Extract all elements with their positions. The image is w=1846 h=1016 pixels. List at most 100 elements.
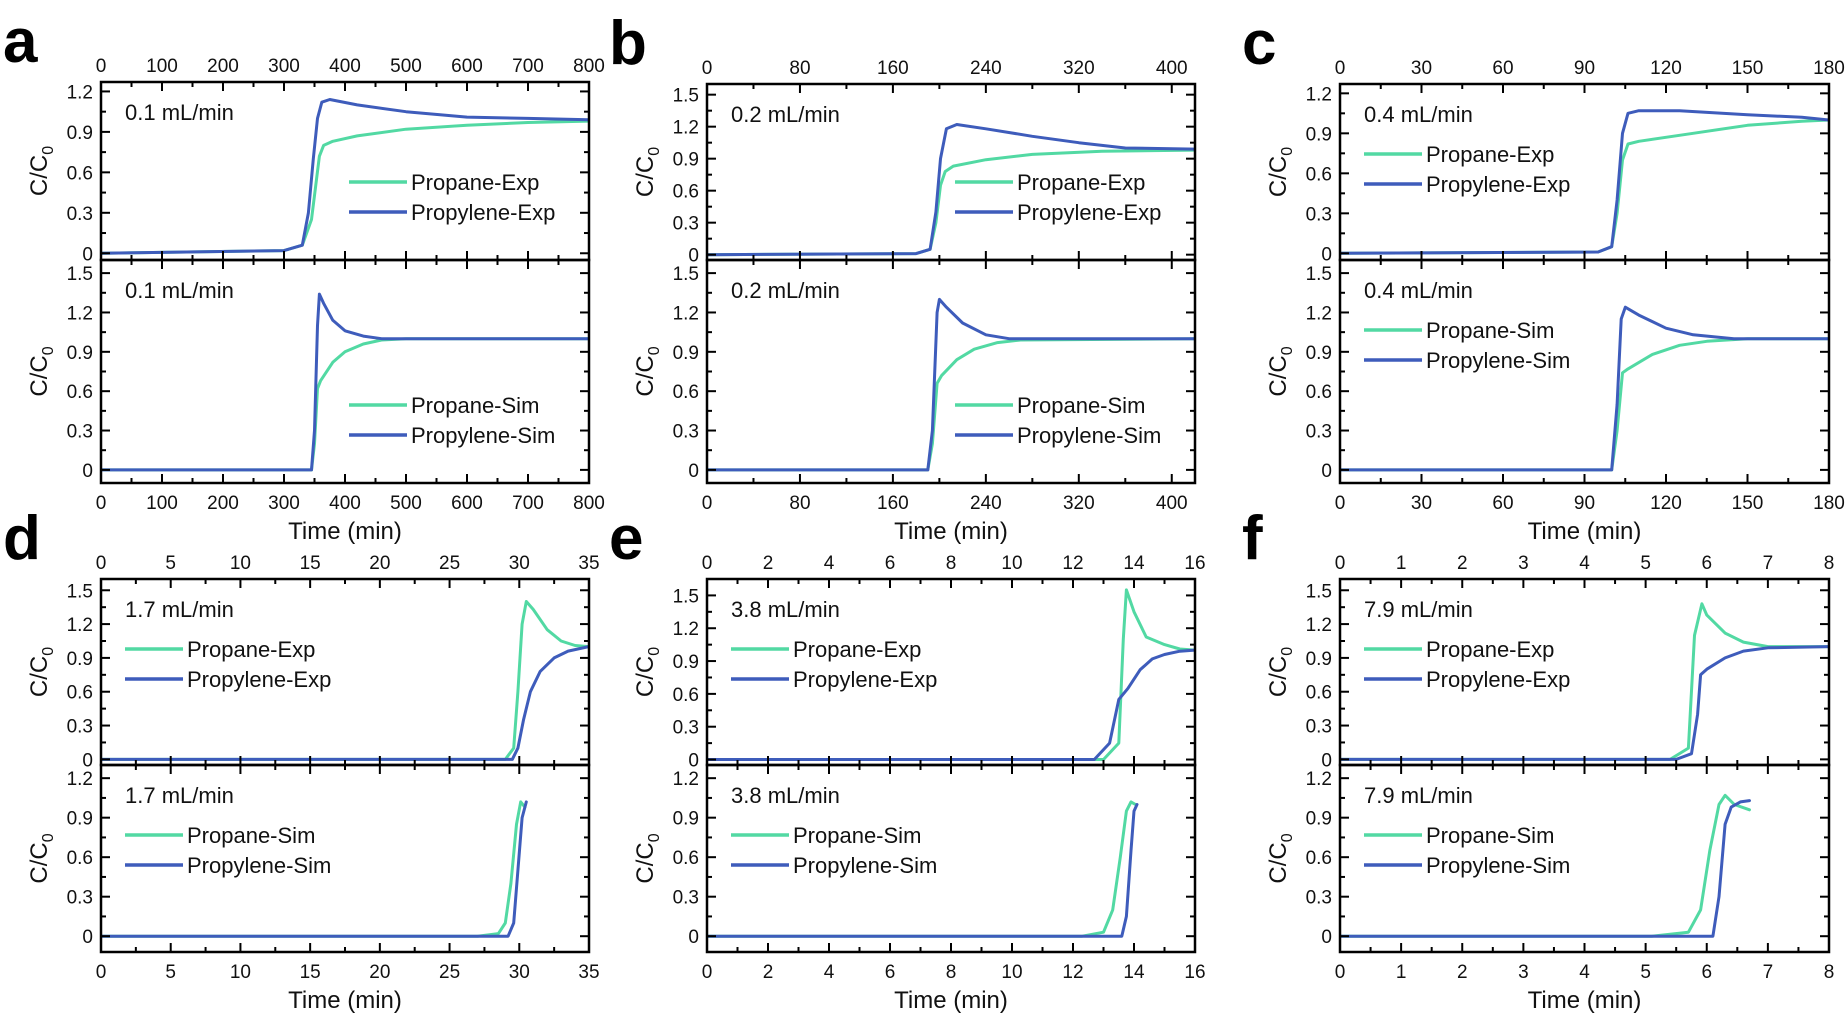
y-tick-label: 0 <box>1321 750 1332 771</box>
y-tick-label: 1.5 <box>1306 264 1332 285</box>
y-tick-label: 1.5 <box>673 264 699 285</box>
y-tick-label: 0.9 <box>67 809 93 830</box>
y-tick-label: 0 <box>688 751 699 772</box>
x-tick-label: 12 <box>1062 962 1083 983</box>
y-axis-title: C/C0 <box>1265 647 1296 697</box>
panel-e: e 0 2 4 6 8 10 12 14 16 0 2 4 6 8 10 12 14 16 Time (min) 0 0.… <box>609 504 1206 1014</box>
top-x-tick-label: 2 <box>763 553 774 574</box>
x-tick-label: 0 <box>702 962 713 983</box>
top-x-tick-label: 12 <box>1062 553 1083 574</box>
y-tick-label: 0.6 <box>67 683 93 704</box>
y-tick-label: 0.3 <box>673 718 699 739</box>
series-line-propylene-sim <box>1340 305 1829 472</box>
x-tick-label: 30 <box>1411 493 1432 514</box>
series-line-propane-exp <box>707 588 1195 761</box>
subplot-bottom: 00.30.60.91.21.5C/C00.2 mL/minPropane-Si… <box>632 258 1197 485</box>
legend-label: Propane-Sim <box>1426 823 1554 848</box>
x-tick-label: 20 <box>369 962 390 983</box>
y-axis-title-subscript: 0 <box>40 833 57 842</box>
y-tick-label: 0 <box>688 927 699 948</box>
y-tick-label: 0.9 <box>1306 649 1332 670</box>
top-x-tick-label: 120 <box>1650 58 1682 79</box>
x-axis-title: Time (min) <box>894 518 1008 545</box>
y-axis-title: C/C0 <box>1265 346 1296 396</box>
legend-label: Propane-Exp <box>1426 142 1554 167</box>
y-tick-label: 1.2 <box>673 769 699 790</box>
flow-rate-label: 3.8 mL/min <box>731 597 840 622</box>
panel-b: b 0 80 160 240 320 400 0 80 160 240 320 400 Time (min… <box>609 9 1197 545</box>
y-tick-label: 1.5 <box>1306 581 1332 602</box>
x-tick-label: 14 <box>1123 962 1145 983</box>
y-tick-label: 0.6 <box>1306 848 1332 869</box>
top-x-tick-label: 160 <box>877 58 909 79</box>
x-tick-label: 3 <box>1518 962 1529 983</box>
x-tick-label: 240 <box>970 493 1002 514</box>
y-axis-title: C/C0 <box>26 833 57 883</box>
x-tick-label: 8 <box>946 962 957 983</box>
panel-a: a 0 100 200 300 400 500 600 700 800 0 100 200 300 400 5… <box>3 7 605 545</box>
x-tick-label: 320 <box>1063 493 1095 514</box>
x-tick-label: 80 <box>789 493 810 514</box>
top-x-tick-label: 320 <box>1063 58 1095 79</box>
y-axis-title-main: C/C <box>632 355 659 396</box>
y-axis-title-main: C/C <box>26 656 53 697</box>
top-x-tick-label: 0 <box>1335 58 1346 79</box>
y-tick-label: 0.3 <box>1306 422 1332 443</box>
legend-label: Propylene-Sim <box>187 853 331 878</box>
y-axis-title-subscript: 0 <box>646 647 663 656</box>
x-tick-label: 0 <box>96 962 107 983</box>
y-tick-label: 0.3 <box>673 422 699 443</box>
x-tick-label: 7 <box>1763 962 1774 983</box>
top-x-tick-label: 400 <box>329 56 361 77</box>
x-tick-label: 16 <box>1184 962 1205 983</box>
series-line-propylene-exp <box>707 123 1195 257</box>
y-tick-label: 0.6 <box>67 382 93 403</box>
x-tick-label: 5 <box>1640 962 1651 983</box>
top-x-tick-label: 30 <box>509 553 530 574</box>
series-line-propylene-sim <box>1340 799 1751 938</box>
x-tick-label: 800 <box>573 493 605 514</box>
top-x-tick-label: 80 <box>789 58 810 79</box>
top-x-tick-label: 2 <box>1457 553 1468 574</box>
flow-rate-label: 0.1 mL/min <box>125 100 234 125</box>
y-tick-label: 0.6 <box>1306 683 1332 704</box>
legend-label: Propane-Sim <box>187 823 315 848</box>
top-x-tick-label: 0 <box>1335 553 1346 574</box>
y-axis-title-main: C/C <box>632 656 659 697</box>
legend-label: Propane-Exp <box>1017 170 1145 195</box>
top-x-tick-label: 5 <box>1640 553 1651 574</box>
y-axis-title-main: C/C <box>26 155 53 196</box>
y-tick-label: 0 <box>82 750 93 771</box>
series-line-propylene-exp <box>101 98 589 255</box>
y-axis-title-subscript: 0 <box>646 147 663 156</box>
y-tick-label: 0.9 <box>673 150 699 171</box>
y-tick-label: 1.2 <box>673 303 699 324</box>
top-x-tick-label: 4 <box>1579 553 1590 574</box>
panel-c: c 0 30 60 90 120 150 180 0 30 60 90 120 150 180 Time (m… <box>1242 9 1845 545</box>
flow-rate-label: 0.4 mL/min <box>1364 102 1473 127</box>
panel-letter: b <box>609 9 647 78</box>
flow-rate-label: 1.7 mL/min <box>125 783 234 808</box>
panel-f: f 0 1 2 3 4 5 6 7 8 0 1 2 3 4 5 6 7 8 Time (min) 0 0.3 0.6 0.9 1… <box>1242 504 1834 1014</box>
series-line-propylene-exp <box>101 645 589 761</box>
legend-label: Propane-Exp <box>187 637 315 662</box>
y-tick-label: 0 <box>1321 244 1332 265</box>
y-axis-title: C/C0 <box>632 147 663 197</box>
y-tick-label: 0 <box>1321 927 1332 948</box>
top-x-tick-label: 1 <box>1396 553 1407 574</box>
x-tick-label: 0 <box>96 493 107 514</box>
y-tick-label: 1.2 <box>67 82 93 103</box>
top-x-tick-label: 600 <box>451 56 483 77</box>
top-x-tick-label: 0 <box>96 553 107 574</box>
subplot-top: 00.30.60.91.21.5C/C07.9 mL/minPropane-Ex… <box>1265 577 1831 771</box>
series-line-propane-exp <box>1340 118 1829 255</box>
y-axis-title: C/C0 <box>26 647 57 697</box>
y-axis-title-subscript: 0 <box>40 146 57 155</box>
y-axis-title-subscript: 0 <box>646 833 663 842</box>
panel-letter: d <box>3 504 41 573</box>
top-x-tick-label: 0 <box>702 58 713 79</box>
top-x-tick-label: 14 <box>1123 553 1145 574</box>
y-tick-label: 0 <box>82 927 93 948</box>
x-tick-label: 35 <box>578 962 599 983</box>
top-x-tick-label: 5 <box>165 553 176 574</box>
